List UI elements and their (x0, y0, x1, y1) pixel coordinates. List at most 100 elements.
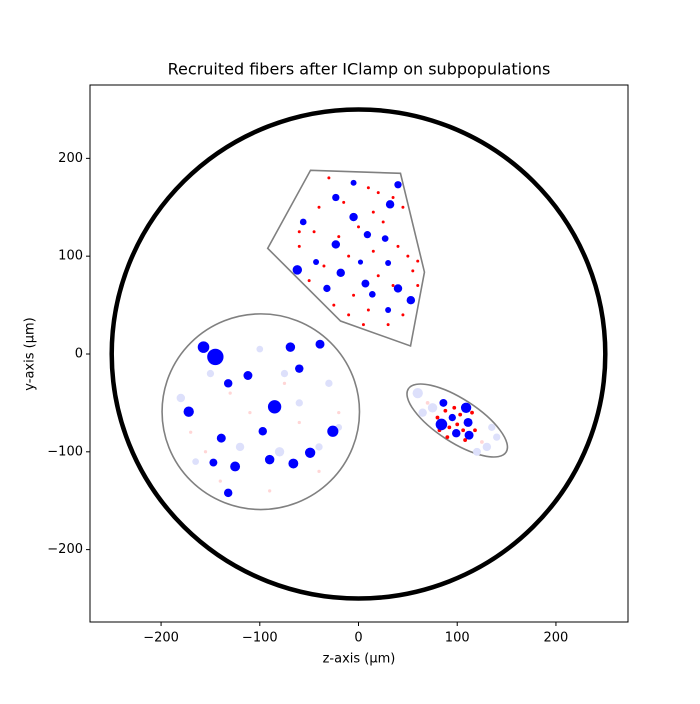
fiber-point (381, 220, 385, 224)
fiber-point (458, 412, 463, 417)
fiber-point (223, 488, 233, 498)
y-tick-label: 200 (58, 151, 83, 166)
fiber-point (317, 469, 321, 473)
fiber-point (336, 268, 345, 278)
fiber-point (376, 274, 380, 278)
fiber-point (304, 447, 316, 458)
fiber-point (268, 489, 272, 493)
fiber-point (386, 323, 390, 327)
fiber-point (357, 259, 364, 265)
fiber-point (443, 408, 448, 413)
fiber-point (371, 210, 375, 214)
y-tick-label: 0 (75, 346, 83, 361)
fiber-point (347, 254, 351, 258)
fiber-point (376, 191, 380, 195)
chart-title: Recruited fibers after IClamp on subpopu… (168, 60, 551, 79)
plot-frame (89, 84, 629, 623)
fiber-point (460, 402, 472, 413)
fiber-point (307, 279, 311, 283)
fiber-point (295, 399, 303, 407)
fiber-point (288, 458, 299, 469)
fascicle (266, 169, 426, 348)
fiber-point (381, 235, 389, 242)
y-tick-label: 100 (58, 249, 83, 264)
fiber-point (416, 259, 420, 263)
fiber-point (197, 341, 210, 353)
fascicle (406, 383, 509, 458)
x-tick-label: 200 (544, 631, 569, 646)
fiber-point (406, 254, 410, 258)
fiber-point (464, 430, 474, 440)
fiber-point (357, 225, 360, 229)
fiber-point (332, 193, 340, 202)
fiber-point (332, 303, 336, 307)
fiber-point (223, 379, 233, 388)
nerve-outline (109, 107, 608, 601)
fascicle (161, 313, 361, 511)
fiber-point (439, 398, 448, 407)
fiber-point (461, 428, 466, 433)
fiber-point (189, 430, 193, 434)
fiber-point (337, 235, 341, 239)
fiber-point (292, 265, 303, 275)
fiber-point (473, 447, 481, 456)
fiber-point (203, 450, 208, 454)
fiber-point (274, 447, 285, 457)
fiber-point (488, 423, 496, 432)
fiber-point (216, 433, 226, 443)
fiber-point (297, 244, 301, 248)
fiber-point (347, 313, 351, 317)
fiber-point (327, 425, 339, 437)
x-axis-label: z-axis (µm) (323, 652, 396, 667)
fiber-point (412, 387, 423, 399)
y-tick-label: −200 (47, 542, 83, 557)
fiber-point (448, 413, 456, 422)
fiber-point (282, 381, 287, 385)
fiber-point (463, 417, 473, 427)
fiber-point (280, 369, 289, 378)
fiber-point (322, 264, 326, 268)
y-tick-label: −100 (47, 444, 83, 459)
fiber-point (425, 401, 430, 405)
fiber-point (352, 293, 356, 297)
fiber-point (207, 348, 224, 366)
fiber-point (267, 400, 282, 414)
fiber-point (315, 339, 325, 349)
fiber-point (482, 442, 492, 452)
fiber-point (445, 435, 450, 440)
fiber-point (209, 458, 218, 467)
fiber-point (350, 179, 357, 186)
fiber-point (315, 443, 323, 451)
fiber-point (385, 200, 395, 209)
fiber-point (317, 205, 321, 209)
fiber-point (297, 230, 301, 234)
fiber-point (349, 212, 358, 222)
fiber-point (452, 405, 457, 410)
fiber-point (342, 200, 346, 204)
fiber-point (385, 260, 392, 267)
fiber-point (361, 323, 365, 327)
fiber-point (325, 379, 333, 387)
fiber-point (447, 425, 452, 430)
fiber-point (455, 422, 460, 427)
fiber-point (416, 284, 420, 288)
x-tick-label: −100 (242, 631, 278, 646)
fiber-point (385, 306, 392, 313)
fiber-point (391, 284, 395, 288)
fiber-point (363, 231, 372, 239)
fiber-point (368, 290, 376, 298)
fiber-point (493, 433, 501, 441)
fiber-point (297, 420, 301, 425)
x-tick-label: 100 (445, 631, 470, 646)
fiber-point (393, 284, 403, 293)
fiber-point (192, 458, 199, 465)
fiber-point (323, 284, 331, 293)
fiber-point (295, 364, 304, 373)
fiber-point (230, 461, 241, 472)
fiber-point (218, 479, 222, 483)
fiber-point (394, 181, 402, 189)
fiber-point (264, 454, 275, 465)
fiber-point (285, 342, 296, 352)
fiber-point (463, 438, 468, 442)
